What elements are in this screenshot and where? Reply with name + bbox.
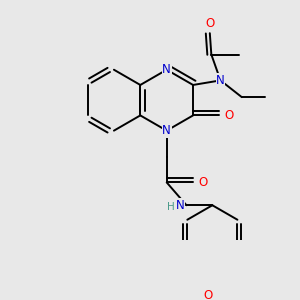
Text: N: N bbox=[162, 124, 171, 137]
Text: N: N bbox=[176, 199, 184, 212]
Text: N: N bbox=[162, 63, 171, 76]
Text: O: O bbox=[204, 289, 213, 300]
Text: H: H bbox=[167, 202, 174, 212]
Text: O: O bbox=[205, 17, 214, 30]
Text: N: N bbox=[216, 74, 225, 87]
Text: O: O bbox=[198, 176, 208, 189]
Text: O: O bbox=[225, 109, 234, 122]
